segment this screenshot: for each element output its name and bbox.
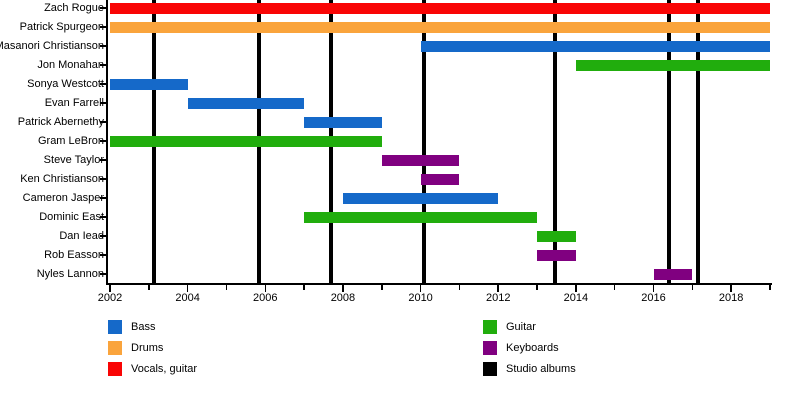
album-line (667, 0, 672, 284)
x-tick-label: 2004 (175, 292, 200, 304)
row-tick (100, 7, 106, 9)
x-tick (342, 285, 344, 292)
member-row-label: Nyles Lannon (36, 268, 104, 280)
x-tick (691, 285, 694, 290)
member-row-label: Patrick Spurgeon (19, 21, 104, 33)
legend-label-studio-albums: Studio albums (506, 363, 576, 375)
member-row-label: Rob Easson (44, 249, 104, 261)
row-tick (100, 121, 106, 123)
timeline-bar-vocals_guitar (110, 2, 770, 14)
legend-label-guitar: Guitar (506, 321, 536, 333)
member-row-label: Ken Christianson (20, 173, 104, 185)
timeline-bar-drums (110, 21, 770, 33)
row-tick (100, 102, 106, 104)
timeline-bar-bass (110, 78, 188, 90)
x-tick-label: 2008 (330, 292, 356, 304)
legend-label-keyboards: Keyboards (506, 342, 559, 354)
row-tick (100, 83, 106, 85)
row-tick (100, 216, 106, 218)
timeline-bar-guitar (537, 230, 576, 242)
timeline-bar-guitar (304, 211, 538, 223)
member-row-label: Sonya Westcott (27, 78, 104, 90)
album-line (552, 0, 557, 284)
row-tick (100, 64, 106, 66)
member-row-label: Patrick Abernethy (17, 116, 104, 128)
timeline-bar-guitar (575, 59, 770, 71)
x-tick (769, 285, 771, 290)
x-tick (497, 285, 499, 292)
row-tick (100, 159, 106, 161)
member-row-label: Evan Farrell (44, 97, 104, 109)
timeline-bar-bass (187, 97, 305, 109)
timeline-bar-keyboards (381, 154, 460, 166)
row-tick (100, 235, 106, 237)
member-row-label: Gram LeBron (37, 135, 104, 147)
timeline-bar-bass (420, 40, 770, 52)
x-tick-label: 2006 (253, 292, 278, 304)
album-line (422, 0, 427, 284)
legend-swatch-vocals_guitar (108, 362, 122, 376)
x-tick (652, 285, 655, 292)
x-tick (186, 285, 189, 292)
x-tick (225, 285, 228, 290)
row-tick (100, 178, 106, 180)
legend-item-studio-albums: Studio albums (483, 362, 576, 376)
member-row-label: Zach Rogue (44, 2, 104, 14)
legend-item-vocals-guitar: Vocals, guitar (108, 362, 197, 376)
row-tick (100, 26, 106, 28)
x-tick (730, 285, 732, 292)
legend-label-bass: Bass (131, 321, 156, 333)
row-tick (100, 45, 106, 47)
album-line (696, 0, 701, 284)
x-tick (109, 285, 111, 292)
x-tick-label: 2014 (563, 292, 589, 304)
timeline-bar-bass (304, 116, 382, 128)
x-tick-label: 2012 (485, 292, 511, 304)
x-axis-line (106, 283, 772, 285)
x-tick (148, 285, 150, 290)
x-tick (419, 285, 422, 292)
y-axis-line (106, 0, 108, 284)
timeline-bar-guitar (110, 135, 382, 147)
x-tick (381, 285, 383, 290)
legend-label-vocals-guitar: Vocals, guitar (131, 363, 198, 375)
member-row-label: Steve Taylor (43, 154, 104, 166)
member-row-label: Cameron Jasper (22, 192, 104, 204)
x-tick (303, 285, 305, 290)
legend-swatch-drums (108, 341, 122, 355)
legend-swatch-bass (108, 320, 122, 334)
x-tick (575, 285, 577, 292)
row-tick (100, 254, 106, 256)
member-row-label: Masanori Christianson (0, 40, 104, 52)
row-tick (100, 273, 106, 275)
timeline-bar-keyboards (537, 249, 576, 261)
legend-label-drums: Drums (131, 342, 164, 354)
timeline-bar-bass (342, 192, 499, 204)
legend-swatch-guitar (483, 320, 497, 334)
legend-item-drums: Drums (108, 341, 163, 355)
timeline-bar-keyboards (653, 268, 693, 280)
x-tick (264, 285, 267, 292)
member-row-label: Dominic East (39, 211, 104, 223)
row-tick (100, 140, 106, 142)
x-tick (536, 285, 538, 290)
timeline-bar-keyboards (420, 173, 460, 185)
legend-item-bass: Bass (108, 320, 155, 334)
x-tick-label: 2018 (718, 292, 744, 304)
member-row-label: Jon Monahan (37, 59, 104, 71)
legend-swatch-studio_albums (483, 362, 497, 376)
legend-item-guitar: Guitar (483, 320, 536, 334)
x-tick (458, 285, 461, 290)
x-tick-label: 2016 (641, 292, 666, 304)
x-tick-label: 2010 (408, 292, 433, 304)
legend-item-keyboards: Keyboards (483, 341, 559, 355)
x-tick (613, 285, 616, 290)
member-row-label: Dan Iead (59, 230, 104, 242)
row-tick (100, 197, 106, 199)
x-tick-label: 2002 (97, 292, 123, 304)
legend-swatch-keyboards (483, 341, 497, 355)
